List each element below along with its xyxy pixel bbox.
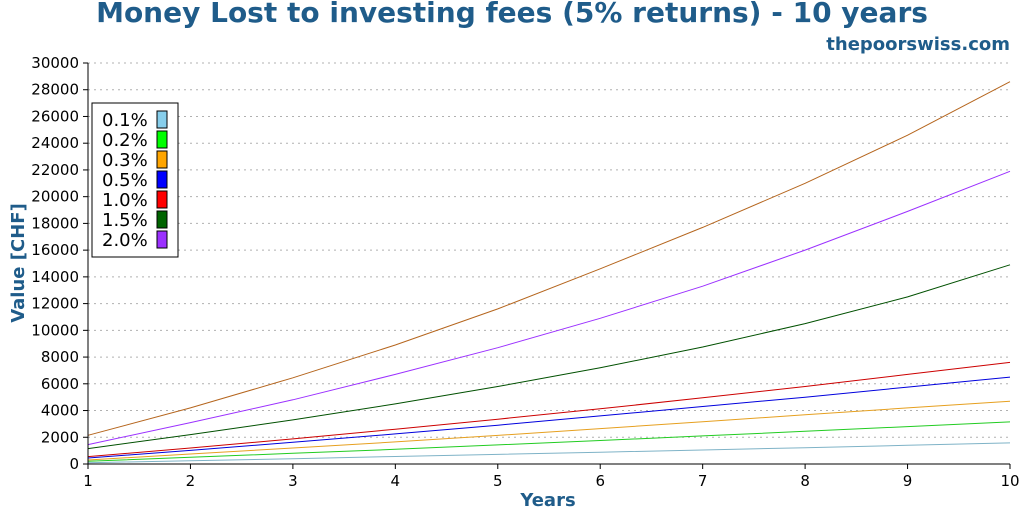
legend-swatch [156,190,168,209]
series-line-3 [87,376,1011,459]
x-tick-label: 8 [800,472,810,490]
y-tick-label: 22000 [31,161,79,179]
legend-label: 1.5% [102,210,148,231]
axes [87,63,1010,465]
series-line-1 [87,421,1011,462]
legend-swatch [156,130,168,149]
y-tick-label: 28000 [31,81,79,99]
y-tick-label: 0 [69,455,79,473]
series-line-7 [87,81,1011,436]
x-tick-label: 5 [493,472,503,490]
y-tick-label: 30000 [31,54,79,72]
y-tick-label: 6000 [41,375,79,393]
legend-label: 0.1% [102,110,148,131]
legend-label: 0.5% [102,170,148,191]
x-tick-label: 1 [83,472,93,490]
x-tick-label: 4 [391,472,401,490]
y-tick-label: 18000 [31,214,79,232]
x-axis-label: Years [519,490,575,511]
grid [88,62,1010,438]
legend: 0.1%0.2%0.3%0.5%1.0%1.5%2.0% [91,102,179,258]
legend-swatch [156,210,168,229]
x-tick-label: 9 [903,472,913,490]
series-line-5 [87,264,1011,450]
ticks: 0200040006000800010000120001400016000180… [31,54,1019,490]
site-name: thepoorswiss.com [826,34,1010,55]
series-lines [87,81,1011,464]
legend-swatch [156,150,168,169]
legend-label: 1.0% [102,190,148,211]
y-tick-label: 10000 [31,321,79,339]
series-line-6 [87,170,1011,446]
legend-swatch [156,110,168,129]
x-tick-label: 3 [288,472,298,490]
x-tick-label: 10 [1000,472,1019,490]
y-tick-label: 24000 [31,134,79,152]
y-tick-label: 14000 [31,268,79,286]
y-tick-label: 4000 [41,402,79,420]
y-tick-label: 2000 [41,428,79,446]
legend-label: 2.0% [102,230,148,251]
series-line-4 [87,361,1011,458]
chart-title: Money Lost to investing fees (5% returns… [96,0,928,29]
x-tick-label: 6 [595,472,605,490]
x-tick-label: 2 [186,472,196,490]
y-axis-label: Value [CHF] [8,203,29,323]
y-tick-label: 12000 [31,295,79,313]
series-line-2 [87,400,1011,461]
y-tick-label: 26000 [31,107,79,125]
y-tick-label: 16000 [31,241,79,259]
legend-swatch [156,170,168,189]
series-line-0 [87,442,1011,464]
legend-label: 0.2% [102,130,148,151]
y-tick-label: 8000 [41,348,79,366]
x-tick-label: 7 [698,472,708,490]
legend-swatch [156,230,168,249]
legend-label: 0.3% [102,150,148,171]
y-tick-label: 20000 [31,188,79,206]
